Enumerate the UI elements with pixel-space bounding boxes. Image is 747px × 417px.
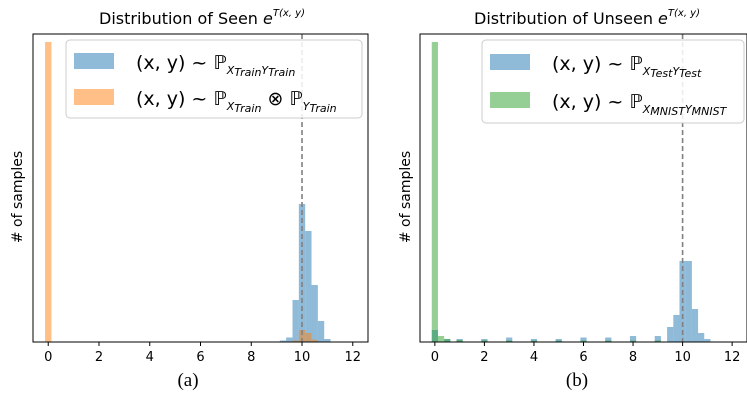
panel-b-series-1-bar	[698, 333, 705, 342]
panel-b-series-2-bar	[555, 340, 562, 342]
panel-a-bars	[45, 42, 331, 342]
panel-a-series-1-bar	[305, 231, 312, 342]
panel-a-legend-swatch-1	[74, 53, 114, 69]
panel-b-series-2-bar	[444, 339, 451, 342]
panel-a-series-2-bar	[298, 330, 306, 342]
panel-b-series-2-bar	[605, 340, 612, 342]
panel-a-legend-label-1: (x, y) ~ ℙXTrainYTrain	[136, 52, 295, 79]
panel-a-series-1-bar	[286, 337, 293, 342]
panel-a-series-2-bar	[311, 339, 318, 342]
panel-a-series-2-bar	[45, 42, 52, 342]
xtick-label: 8	[629, 350, 637, 365]
panel-b: Distribution of Unseen eT(x, y) # of sam…	[398, 8, 747, 391]
panel-a-legend-label-2: (x, y) ~ ℙXTrain ⊗ ℙYTrain	[136, 88, 337, 115]
xtick-label: 0	[431, 350, 439, 365]
panel-a-caption: (a)	[177, 370, 198, 391]
xtick-label: 10	[674, 350, 691, 365]
panel-b-series-2-bar	[580, 340, 587, 342]
panel-b-series-2-bar	[456, 339, 463, 342]
panel-b-series-1-bar	[629, 336, 637, 342]
panel-a-series-1-bar	[298, 204, 306, 342]
panel-b-legend-box	[481, 39, 745, 124]
panel-b-series-2-bar	[437, 336, 445, 342]
xtick-label: 4	[146, 350, 154, 365]
panel-a-title: Distribution of Seen eT(x, y)	[99, 8, 305, 28]
xtick-label: 12	[724, 350, 741, 365]
panel-a-xticks: 0 2 4 6 8 10 12	[44, 342, 361, 365]
panel-a-series-1-bar	[279, 340, 287, 342]
xtick-label: 10	[294, 350, 311, 365]
xtick-label: 6	[579, 350, 587, 365]
panel-a-legend-swatch-2	[74, 89, 114, 105]
panel-b-title: Distribution of Unseen eT(x, y)	[474, 8, 700, 28]
xtick-label: 0	[44, 350, 52, 365]
panel-b-series-1-bar	[673, 315, 680, 342]
panel-a-series-2-bar	[292, 340, 299, 342]
panel-b-series-1-bar	[704, 339, 711, 342]
panel-b-series-1-bar	[654, 336, 661, 342]
panel-b-series-1-bar	[691, 309, 699, 342]
panel-b-series-1-bar	[580, 337, 587, 342]
panel-b-ylabel: # of samples	[398, 151, 414, 243]
panel-a-series-1-bar	[324, 339, 331, 342]
xtick-label: 2	[480, 350, 488, 365]
xtick-label: 12	[344, 350, 361, 365]
xtick-label: 2	[95, 350, 103, 365]
panel-a-ylabel: # of samples	[10, 151, 26, 243]
panel-a: Distribution of Seen eT(x, y) # of sampl…	[10, 8, 369, 391]
panel-b-series-1-bar	[605, 337, 612, 342]
xtick-label: 6	[196, 350, 204, 365]
panel-b-series-1-bar	[506, 337, 513, 342]
panel-b-series-1-bar	[667, 327, 674, 342]
panel-a-series-1-bar	[317, 321, 325, 342]
panel-b-series-2-bar	[629, 340, 637, 342]
panel-b-legend: (x, y) ~ ℙXTestYTest (x, y) ~ ℙXMNISTYMN…	[481, 39, 745, 124]
panel-b-legend-swatch-1	[490, 54, 530, 70]
panel-a-series-1-bar	[311, 285, 318, 342]
panel-b-legend-label-1: (x, y) ~ ℙXTestYTest	[552, 53, 702, 80]
panel-b-legend-label-2: (x, y) ~ ℙXMNISTYMNIST	[552, 91, 728, 118]
panel-b-series-2-bar	[431, 42, 438, 342]
panel-b-series-2-bar	[530, 340, 538, 342]
panel-b-caption: (b)	[566, 370, 588, 391]
xtick-label: 8	[247, 350, 255, 365]
panel-b-series-2-bar	[654, 340, 661, 342]
xtick-label: 4	[530, 350, 538, 365]
panel-b-series-2-bar	[481, 340, 488, 342]
panel-a-legend-box	[65, 39, 363, 119]
panel-a-series-2-bar	[305, 333, 312, 342]
panel-b-series-2-bar	[506, 340, 513, 342]
panel-b-legend-swatch-2	[490, 92, 530, 108]
panel-b-xticks: 0 2 4 6 8 10 12	[431, 342, 741, 365]
panel-a-legend: (x, y) ~ ℙXTrainYTrain (x, y) ~ ℙXTrain …	[65, 39, 363, 119]
panel-b-series-1-bar	[685, 261, 692, 342]
panel-a-series-1-bar	[292, 300, 299, 342]
